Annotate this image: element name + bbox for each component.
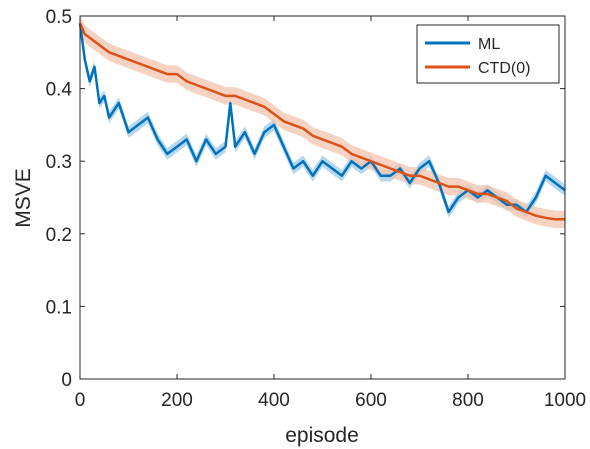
y-axis-label: MSVE — [12, 168, 35, 228]
y-tick-label: 0.3 — [46, 152, 72, 173]
legend-box — [416, 24, 560, 84]
x-tick-label: 1000 — [544, 390, 586, 411]
series-line-ctd-0 — [78, 22, 565, 221]
x-tick-label: 400 — [258, 390, 290, 411]
x-axis-ticks: 0 200 400 600 800 1000 — [75, 16, 586, 411]
x-axis-label: episode — [285, 424, 359, 447]
y-tick-label: 0 — [61, 370, 72, 391]
y-tick-label: 0.5 — [46, 7, 72, 28]
x-tick-label: 800 — [452, 390, 484, 411]
x-tick-label: 0 — [75, 390, 86, 411]
band-ctd-0 — [80, 14, 565, 228]
legend-label-ctd: CTD(0) — [478, 60, 530, 77]
x-tick-label: 600 — [355, 390, 387, 411]
series-lines — [78, 22, 566, 221]
x-tick-label: 200 — [161, 390, 193, 411]
y-tick-label: 0.2 — [46, 225, 72, 246]
y-tick-label: 0.4 — [46, 80, 73, 101]
series-line-ml — [78, 23, 566, 214]
legend-label-ml: ML — [478, 36, 500, 53]
confidence-bands — [80, 14, 565, 228]
plot-frame — [79, 15, 566, 380]
legend: ML CTD(0) — [416, 24, 560, 84]
y-tick-label: 0.1 — [46, 297, 72, 318]
y-axis-ticks: 0 0.1 0.2 0.3 0.4 0.5 — [46, 7, 565, 391]
